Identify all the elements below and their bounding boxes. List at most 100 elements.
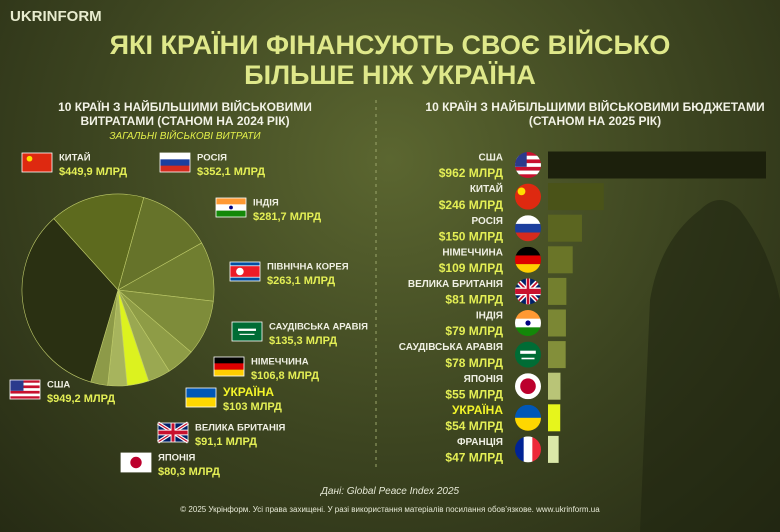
flag-part (515, 246, 541, 256)
bar-label: ФРАНЦІЯ (457, 437, 503, 448)
logo: UKRINFORM (10, 8, 102, 25)
flag-part (515, 183, 541, 210)
flag-part (515, 417, 541, 431)
slice-value-label: $106,8 МЛРД (251, 370, 319, 382)
flag-part (515, 232, 541, 242)
bar-value-label: $246 МЛРД (439, 198, 504, 212)
bar-label: США (479, 153, 504, 164)
flag (157, 421, 189, 444)
flag (515, 436, 541, 463)
bar (548, 183, 604, 211)
slice-label: ВЕЛИКА БРИТАНІЯ (195, 423, 286, 434)
flag-part (532, 436, 541, 463)
flag-part (214, 363, 244, 370)
bar-value-label: $962 МЛРД (439, 166, 504, 180)
pie-title: 10 КРАЇН З НАЙБІЛЬШИМИ ВІЙСЬКОВИМИ ВИТРА… (58, 100, 312, 128)
slice-value-label: $281,7 МЛРД (253, 211, 321, 223)
bar (548, 341, 566, 369)
pie-slice (53, 193, 145, 291)
bar-title: 10 КРАЇН З НАЙБІЛЬШИМИ ВІЙСЬКОВИМИ БЮДЖЕ… (425, 100, 765, 128)
bar-label: САУДІВСЬКА АРАВІЯ (399, 342, 503, 353)
flag-part (515, 170, 541, 175)
flag (515, 341, 541, 368)
flag-border (120, 452, 152, 473)
flag-part (229, 205, 233, 210)
flag-part (239, 333, 255, 335)
flag-part (26, 155, 33, 162)
source: Дані: Global Peace Index 2025 (320, 486, 460, 497)
bar-value-label: $54 МЛРД (445, 419, 503, 433)
flag-part (10, 396, 40, 400)
flag-part (230, 266, 260, 277)
bar (548, 435, 559, 463)
bar (548, 246, 573, 274)
flag-border (231, 321, 263, 342)
bar-value-label: $78 МЛРД (445, 356, 503, 370)
bar-value-label: $79 МЛРД (445, 324, 503, 338)
pie-subtitle: ЗАГАЛЬНІ ВІЙСЬКОВІ ВИТРАТИ (109, 131, 261, 142)
flag-part (10, 388, 40, 392)
flag-part (130, 456, 142, 469)
flag-part (10, 385, 40, 389)
flag-part (158, 430, 188, 435)
pie-slice (21, 218, 119, 383)
flag-part (160, 165, 190, 173)
slice-label: ІНДІЯ (253, 198, 279, 209)
flag-part (10, 390, 40, 394)
copyright: © 2025 Укрінформ. Усі права захищені. У … (180, 505, 600, 514)
flag (515, 278, 541, 305)
slice-label: КИТАЙ (59, 152, 91, 164)
flag-part (520, 350, 536, 354)
bar (548, 214, 582, 242)
flag-part (520, 378, 536, 395)
flag (185, 387, 217, 408)
flag-part (214, 369, 244, 377)
flag-part (10, 380, 40, 383)
slice-label: САУДІВСЬКА АРАВІЯ (269, 322, 368, 333)
slice-label: ПІВНІЧНА КОРЕЯ (267, 262, 349, 273)
flag-part (525, 320, 531, 326)
slice-value-label: $352,1 МЛРД (197, 166, 265, 178)
flag-border (157, 422, 189, 443)
flag-part (160, 153, 190, 160)
flag-part (515, 155, 541, 160)
bar-label: ІНДІЯ (476, 311, 503, 322)
flag-part (515, 255, 541, 265)
flag-part (22, 153, 52, 172)
flag-part (515, 215, 541, 225)
flag-part (216, 198, 246, 205)
bar-value-label: $55 МЛРД (445, 387, 503, 401)
flag (215, 197, 247, 218)
bar-value-label: $150 МЛРД (439, 229, 504, 243)
bar-label: НІМЕЧЧИНА (442, 247, 503, 258)
bar-value-label: $109 МЛРД (439, 261, 504, 275)
flag (515, 215, 541, 242)
flag-part (515, 310, 541, 319)
flag (515, 183, 541, 210)
flag-part (515, 341, 541, 368)
bar-label: ВЕЛИКА БРИТАНІЯ (408, 279, 503, 290)
flag-part (216, 210, 246, 218)
flag (120, 452, 152, 473)
flag-part (515, 288, 541, 294)
flag-part (521, 357, 535, 360)
headline: ЯКІ КРАЇНИ ФІНАНСУЮТЬ СВОЄ ВІЙСЬКО БІЛЬШ… (109, 30, 671, 90)
flag-border (159, 152, 191, 173)
flag-part (515, 152, 541, 156)
flag-border (185, 387, 217, 408)
flag-part (10, 393, 40, 397)
bar-value-label: $81 МЛРД (445, 293, 503, 307)
flag-part (515, 174, 541, 178)
flag-border (21, 152, 53, 173)
flag (515, 152, 541, 178)
slice-value-label: $949,2 МЛРД (47, 393, 115, 405)
flag-border (229, 261, 261, 282)
bar-label: РОСІЯ (471, 216, 503, 227)
slice-label: УКРАЇНА (223, 384, 274, 399)
flag-part (232, 322, 262, 341)
flag (515, 373, 541, 400)
flag-part (515, 159, 541, 164)
slice-label: ЯПОНІЯ (158, 453, 196, 464)
flag (9, 379, 41, 400)
